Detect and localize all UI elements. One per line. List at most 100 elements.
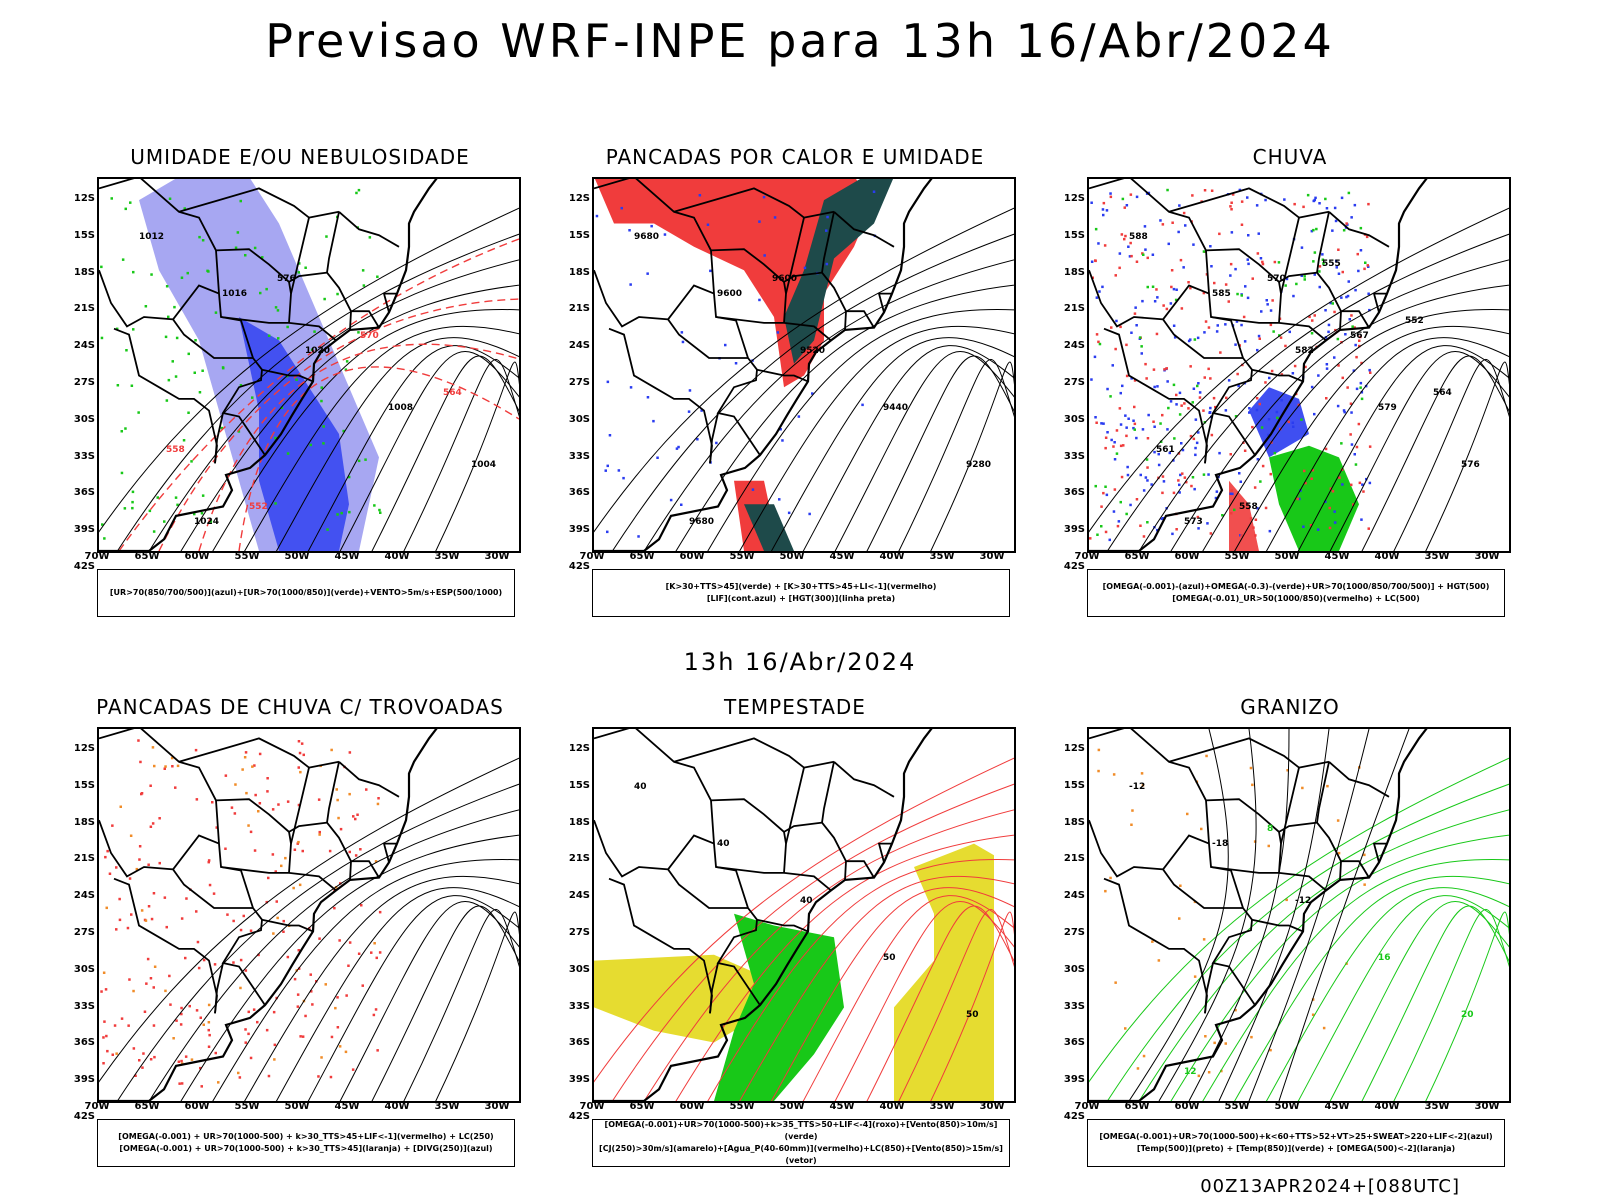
lat-tick-label: 12S: [1063, 743, 1085, 754]
contour-label: 8: [1267, 824, 1273, 834]
panel-title: PANCADAS POR CALOR E UMIDADE: [605, 145, 985, 169]
lon-tick-label: 40W: [879, 1101, 905, 1112]
map-canvas: -12 -18 -12 16 20 12 8: [1089, 729, 1509, 1101]
lon-tick-label: 35W: [1424, 1101, 1450, 1112]
lon-tick-label: 65W: [1124, 551, 1150, 562]
lat-tick-label: 24S: [1063, 890, 1085, 902]
contour-label: 50: [966, 1010, 979, 1020]
map-frame: 40 40 40 50 50: [592, 727, 1016, 1103]
lon-tick-label: 65W: [1124, 1101, 1150, 1112]
legend-caption: [OMEGA(-0.001)+UR>70(1000-500)+k>35_TTS>…: [592, 1119, 1010, 1167]
contour-label: 9440: [883, 403, 908, 413]
contour-label: 567: [1350, 331, 1369, 341]
lat-tick-label: 36S: [568, 1037, 590, 1049]
lon-tick-label: 70W: [579, 1101, 605, 1112]
lon-tick-label: 55W: [729, 1101, 755, 1112]
lat-tick-label: 42S: [568, 561, 590, 572]
contour-label: 9520: [800, 346, 825, 356]
caption-line: [LIF](cont.azul) + [HGT(300)](linha pret…: [706, 594, 896, 603]
contour-label: 552: [249, 502, 268, 512]
contour-label: 1016: [222, 289, 247, 299]
contour-label: 40: [800, 896, 813, 906]
lon-tick-label: 50W: [1274, 551, 1300, 562]
contour-label: 9600: [772, 274, 797, 284]
contour-label: -12: [1129, 782, 1145, 792]
contour-label: 40: [634, 782, 647, 792]
contour-label: 561: [1156, 445, 1175, 455]
legend-caption: [OMEGA(-0.001) + UR>70(1000-500) + k>30_…: [97, 1119, 515, 1167]
contour-label: 564: [443, 388, 462, 398]
lat-tick-label: 42S: [1063, 561, 1085, 572]
lat-tick-label: 42S: [568, 1111, 590, 1122]
lat-tick-label: 27S: [73, 377, 95, 388]
longitude-labels: 70W 65W 60W 55W 50W 45W 40W 35W 30W: [85, 551, 517, 565]
lon-tick-label: 40W: [384, 551, 410, 562]
lat-tick-label: 36S: [1063, 1037, 1085, 1049]
lat-tick-label: 30S: [73, 413, 95, 425]
map-panel-5: TEMPESTADE 40 40 40 50 50 12S 15S 18S 21S 24S 27S 30…: [560, 695, 1030, 1195]
contour-label: 579: [1378, 403, 1397, 413]
latitude-labels: 12S 15S 18S 21S 24S 27S 30S 33S 36S 39S 42S: [560, 727, 590, 1122]
lat-tick-label: 39S: [1063, 1074, 1085, 1086]
caption-line: [K>30+TTS>45](verde) + [K>30+TTS>45+LI<-…: [665, 582, 937, 591]
contour-label: 564: [1433, 388, 1452, 398]
lon-tick-label: 50W: [284, 551, 310, 562]
longitude-labels: 70W 65W 60W 55W 50W 45W 40W 35W 30W: [1075, 1101, 1507, 1115]
lon-tick-label: 50W: [1274, 1101, 1300, 1112]
latitude-labels: 12S 15S 18S 21S 24S 27S 30S 33S 36S 39S 42S: [65, 177, 95, 572]
lat-tick-label: 30S: [568, 963, 590, 975]
contour-label: 20: [1461, 1010, 1474, 1020]
lat-tick-label: 24S: [1063, 340, 1085, 352]
lon-tick-label: 60W: [184, 1101, 210, 1112]
lon-tick-label: 40W: [879, 551, 905, 562]
main-title: Previsao WRF-INPE para 13h 16/Abr/2024: [265, 14, 1335, 68]
contour-label: 1012: [139, 232, 164, 242]
lat-tick-label: 18S: [1063, 816, 1085, 828]
contour-label: 9680: [689, 517, 714, 527]
lat-tick-label: 24S: [568, 340, 590, 352]
lon-tick-label: 45W: [1324, 1101, 1350, 1112]
panel-title: TEMPESTADE: [724, 695, 866, 719]
lon-tick-label: 35W: [929, 551, 955, 562]
contour-label: 558: [166, 445, 185, 455]
lat-tick-label: 15S: [1063, 779, 1085, 791]
map-canvas: 1012 1016 1020 1008 1004 1024 576 570 564 558 552: [99, 179, 519, 551]
lon-tick-label: 35W: [1424, 551, 1450, 562]
lon-tick-label: 30W: [979, 551, 1005, 562]
caption-line: [OMEGA(-0.001)-(azul)+OMEGA(-0.3)-(verde…: [1102, 582, 1490, 591]
longitude-labels: 70W 65W 60W 55W 50W 45W 40W 35W 30W: [580, 551, 1012, 565]
lon-tick-label: 35W: [929, 1101, 955, 1112]
lon-tick-label: 65W: [629, 551, 655, 562]
contour-label: 1024: [194, 517, 219, 527]
lon-tick-label: 55W: [1224, 1101, 1250, 1112]
lat-tick-label: 21S: [568, 303, 590, 315]
caption-line: [UR>70(850/700/500)](azul)+[UR>70(1000/8…: [109, 588, 503, 597]
latitude-labels: 12S 15S 18S 21S 24S 27S 30S 33S 36S 39S 42S: [560, 177, 590, 572]
map-canvas: 588 585 582 579 576 573 570 567 564 561 558 555 552: [1089, 179, 1509, 551]
lon-tick-label: 60W: [679, 1101, 705, 1112]
lat-tick-label: 18S: [568, 266, 590, 278]
lat-tick-label: 21S: [73, 303, 95, 315]
contour-label: 12: [1184, 1067, 1197, 1077]
map-canvas: 9680 9600 9520 9440 9280 9680 9600: [594, 179, 1014, 551]
lon-tick-label: 65W: [134, 1101, 160, 1112]
lat-tick-label: 36S: [73, 487, 95, 499]
lon-tick-label: 40W: [1374, 551, 1400, 562]
lon-tick-label: 45W: [334, 551, 360, 562]
lat-tick-label: 15S: [568, 779, 590, 791]
legend-caption: [UR>70(850/700/500)](azul)+[UR>70(1000/8…: [97, 569, 515, 617]
lat-tick-label: 27S: [568, 377, 590, 388]
map-frame: 1012 1016 1020 1008 1004 1024 576 570 564 558 552: [97, 177, 521, 553]
longitude-labels: 70W 65W 60W 55W 50W 45W 40W 35W 30W: [1075, 551, 1507, 565]
map-panel-2: PANCADAS POR CALOR E UMIDADE 9680 9600 9520…: [560, 145, 1030, 645]
lon-tick-label: 40W: [1374, 1101, 1400, 1112]
panel-title: UMIDADE E/OU NEBULOSIDADE: [130, 145, 470, 169]
lon-tick-label: 30W: [1474, 1101, 1500, 1112]
contour-label: 585: [1212, 289, 1231, 299]
lon-tick-label: 55W: [234, 551, 260, 562]
caption-line: [CJ(250)>30m/s](amarelo)+[Agua_P(40-60mm…: [599, 1144, 1003, 1165]
caption-line: [OMEGA(-0.001)+UR>70(1000-500)+k<60+TTS>…: [1099, 1132, 1493, 1141]
lon-tick-label: 40W: [384, 1101, 410, 1112]
lat-tick-label: 12S: [568, 193, 590, 204]
lon-tick-label: 35W: [434, 1101, 460, 1112]
